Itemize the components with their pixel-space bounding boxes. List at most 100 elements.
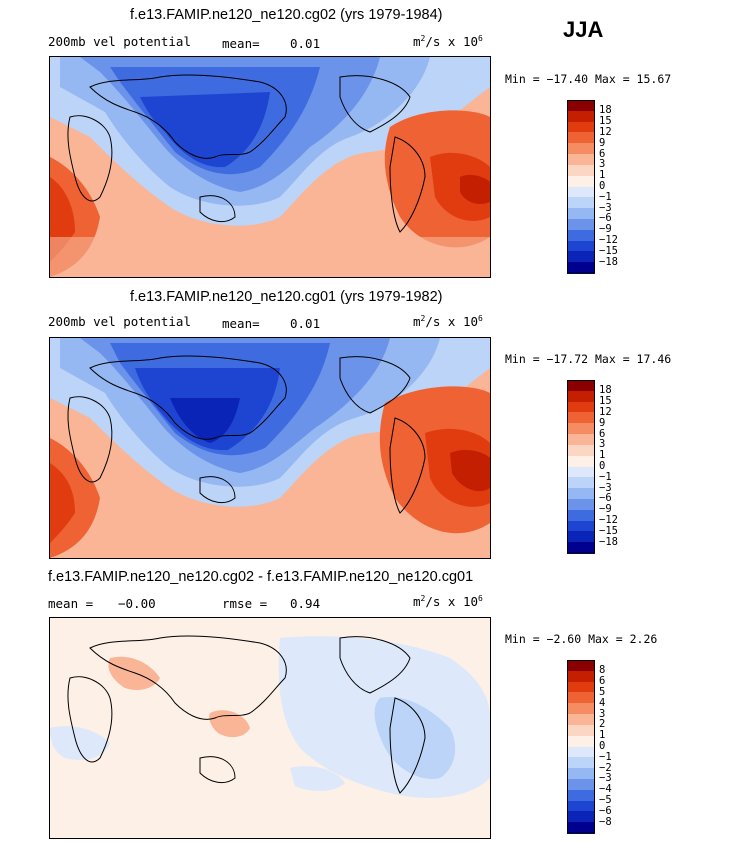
panel-2-units: m2/s x 106 [413, 314, 483, 330]
colorbar-tick-label: −12 [599, 234, 618, 247]
colorbar-cell [567, 735, 595, 747]
colorbar-cell [567, 110, 595, 123]
panel-1-units: m2/s x 106 [413, 34, 483, 50]
colorbar-tick-label: 15 [599, 115, 612, 128]
panel-3-map [49, 617, 491, 839]
colorbar-cell [567, 455, 595, 467]
panel-3-rmse-value: 0.94 [290, 596, 321, 611]
panel-3-contour-field [50, 618, 490, 838]
colorbar-tick-label: −3 [599, 481, 612, 494]
panel-3-mean-value: −0.00 [118, 596, 156, 611]
colorbar-cell [567, 197, 595, 209]
panel-3-title: f.e13.FAMIP.ne120_ne120.cg02 - f.e13.FAM… [48, 569, 474, 585]
panel-2-mean-label: mean= [222, 316, 260, 331]
colorbar-cell [567, 390, 595, 403]
panel-1-contour-field [50, 57, 490, 277]
panel-2-variable-label: 200mb vel potential [48, 314, 191, 329]
colorbar-tick-label: 3 [599, 158, 606, 171]
colorbar-tick-label: −9 [599, 503, 612, 516]
colorbar-tick-label: −5 [599, 794, 612, 807]
colorbar-tick-label: −6 [599, 212, 612, 225]
colorbar-tick-label: 12 [599, 405, 612, 418]
panel-3-rmse-label: rmse = [222, 596, 268, 611]
panel-1-mean-value: 0.01 [290, 36, 321, 51]
colorbar-cell [567, 466, 595, 478]
colorbar-tick-label: −15 [599, 524, 618, 537]
panel-1-mean-label: mean= [222, 36, 260, 51]
colorbar-cell [567, 660, 595, 672]
colorbar-tick-label: −2 [599, 761, 612, 774]
colorbar-frame [567, 660, 595, 833]
colorbar-tick-label: 6 [599, 675, 606, 688]
colorbar-cell [567, 800, 595, 812]
colorbar-tick-label: −1 [599, 190, 612, 203]
colorbar-cell [567, 240, 595, 252]
panel-1-title: f.e13.FAMIP.ne120_ne120.cg02 (yrs 1979-1… [130, 7, 443, 23]
colorbar-cell [567, 164, 595, 177]
colorbar-cell [567, 488, 595, 500]
colorbar-cell [567, 154, 595, 166]
colorbar-cell [567, 100, 595, 112]
colorbar-tick-label: −8 [599, 815, 612, 828]
colorbar-cell [567, 143, 595, 155]
colorbar-cell [567, 251, 595, 263]
colorbar-tick-label: 18 [599, 384, 612, 397]
colorbar-cell [567, 531, 595, 543]
colorbar-cell [567, 229, 595, 242]
colorbar-frame [567, 380, 595, 553]
colorbar-cell [567, 542, 595, 554]
colorbar-tick-label: −1 [599, 750, 612, 763]
colorbar-cell [567, 444, 595, 457]
colorbar-cell [567, 822, 595, 834]
colorbar-cell [567, 132, 595, 144]
colorbar-cell [567, 703, 595, 715]
panel-3-units: m2/s x 106 [413, 594, 483, 610]
panel-1-minmax: Min = −17.40 Max = 15.67 [505, 72, 672, 86]
panel-2-map [49, 337, 491, 559]
panel-2-mean-value: 0.01 [290, 316, 321, 331]
colorbar-cell [567, 186, 595, 198]
colorbar-tick-label: −3 [599, 772, 612, 785]
colorbar-cell [567, 434, 595, 446]
colorbar-tick-label: −9 [599, 223, 612, 236]
colorbar-cell [567, 778, 595, 791]
colorbar-cell [567, 208, 595, 220]
colorbar-tick-label: 6 [599, 427, 606, 440]
panel-3-mean-label: mean = [48, 596, 94, 611]
colorbar-cell [567, 175, 595, 187]
colorbar-tick-label: 4 [599, 696, 606, 709]
colorbar-cell [567, 670, 595, 683]
panel-2-contour-field [50, 338, 490, 558]
panel-1-map [49, 56, 491, 278]
colorbar-cell [567, 509, 595, 522]
colorbar-tick-label: 0 [599, 460, 606, 472]
colorbar-cell [567, 121, 595, 133]
colorbar-cell [567, 412, 595, 424]
colorbar-cell [567, 380, 595, 392]
colorbar-tick-label: 6 [599, 147, 606, 160]
colorbar-cell [567, 757, 595, 769]
colorbar-cell [567, 746, 595, 758]
colorbar-tick-label: 18 [599, 104, 612, 117]
panel-3-minmax: Min = −2.60 Max = 2.26 [505, 632, 658, 646]
panel-2-minmax: Min = −17.72 Max = 17.46 [505, 352, 672, 366]
colorbar-tick-label: 9 [599, 136, 606, 149]
colorbar-tick-label: −6 [599, 804, 612, 817]
colorbar-cell [567, 681, 595, 693]
colorbar-cell [567, 401, 595, 413]
colorbar-tick-label: 1 [599, 169, 606, 182]
colorbar-cell [567, 477, 595, 489]
panel-1-colorbar: 18 15 12 9 6 3 1 0 −1 −3 −6 −9 −12 −15 −18 [567, 100, 618, 274]
colorbar-cell [567, 789, 595, 802]
colorbar-tick-label: 1 [599, 449, 606, 462]
colorbar-cell [567, 218, 595, 231]
panel-3-colorbar: 8 6 5 4 3 2 1 0 −1 −2 −3 −4 −5 −6 −8 [567, 660, 612, 834]
panel-1-variable-label: 200mb vel potential [48, 34, 191, 49]
colorbar-tick-label: −4 [599, 783, 612, 796]
colorbar-tick-label: −18 [599, 255, 618, 268]
colorbar-tick-label: 8 [599, 664, 606, 677]
season-label: JJA [563, 17, 604, 42]
panel-2-colorbar: 18 15 12 9 6 3 1 0 −1 −3 −6 −9 −12 −15 −18 [567, 380, 618, 554]
colorbar-tick-label: 1 [599, 729, 606, 742]
colorbar-frame [567, 100, 595, 273]
